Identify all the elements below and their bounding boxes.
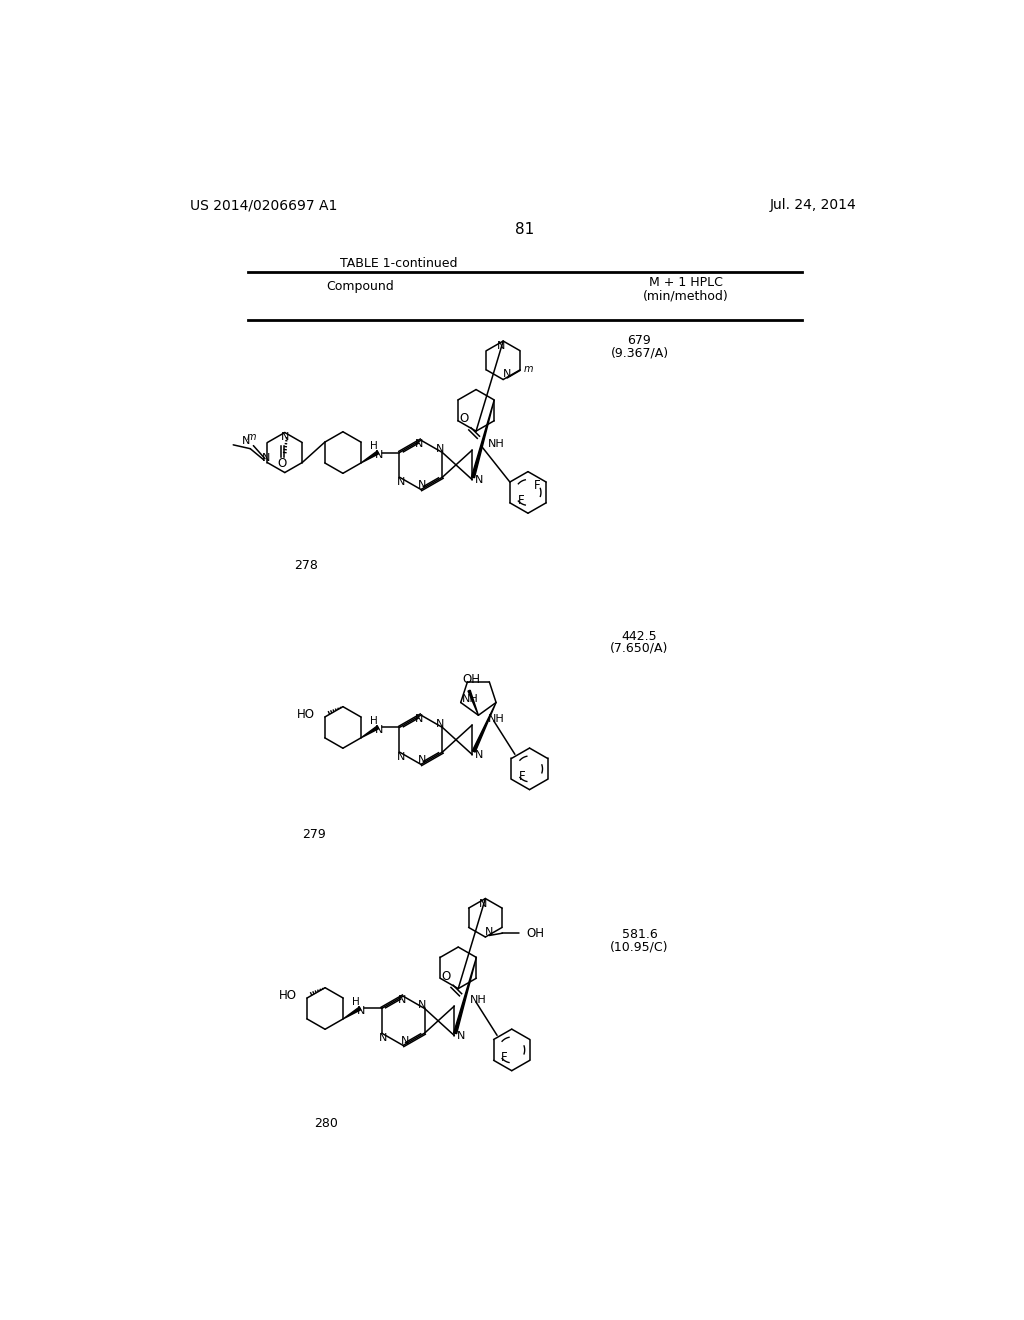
Text: N: N	[475, 475, 483, 484]
Text: 81: 81	[515, 222, 535, 236]
Text: N: N	[397, 751, 406, 762]
Text: 442.5: 442.5	[622, 630, 657, 643]
Text: N: N	[243, 436, 251, 446]
Text: (7.650/A): (7.650/A)	[610, 642, 669, 655]
Text: TABLE 1-continued: TABLE 1-continued	[341, 257, 458, 271]
Text: N: N	[415, 440, 424, 449]
Text: US 2014/0206697 A1: US 2014/0206697 A1	[190, 198, 337, 213]
Polygon shape	[468, 690, 478, 715]
Text: 581.6: 581.6	[622, 928, 657, 941]
Text: m: m	[523, 364, 532, 374]
Text: N: N	[419, 755, 427, 764]
Text: F: F	[534, 479, 540, 492]
Text: N: N	[457, 1031, 466, 1040]
Text: N: N	[379, 1032, 387, 1043]
Text: (9.367/A): (9.367/A)	[610, 346, 669, 359]
Text: 280: 280	[313, 1117, 338, 1130]
Polygon shape	[454, 957, 476, 1034]
Text: HO: HO	[280, 989, 297, 1002]
Text: H: H	[370, 715, 378, 726]
Text: OH: OH	[463, 673, 480, 686]
Text: N: N	[503, 370, 511, 379]
Text: N: N	[397, 477, 406, 487]
Text: N: N	[375, 725, 384, 735]
Text: Jul. 24, 2014: Jul. 24, 2014	[770, 198, 856, 213]
Text: NH: NH	[487, 440, 505, 449]
Text: F: F	[501, 1052, 508, 1064]
Text: O: O	[441, 970, 451, 983]
Text: N: N	[418, 999, 426, 1010]
Text: N: N	[357, 1006, 366, 1016]
Polygon shape	[472, 702, 496, 752]
Text: N: N	[475, 750, 483, 759]
Text: NH: NH	[470, 995, 486, 1005]
Text: N: N	[261, 453, 270, 463]
Text: O: O	[459, 412, 468, 425]
Text: N: N	[436, 718, 444, 729]
Text: NH: NH	[462, 693, 479, 704]
Text: N: N	[397, 995, 406, 1005]
Text: (min/method): (min/method)	[643, 289, 729, 302]
Polygon shape	[343, 1007, 360, 1019]
Text: N: N	[479, 899, 487, 909]
Text: M + 1 HPLC: M + 1 HPLC	[649, 276, 723, 289]
Text: NH: NH	[487, 714, 505, 723]
Text: N: N	[400, 1036, 409, 1045]
Text: N: N	[415, 714, 424, 723]
Text: 278: 278	[294, 558, 318, 572]
Text: H: H	[370, 441, 378, 450]
Text: HO: HO	[297, 708, 315, 721]
Text: 679: 679	[628, 334, 651, 347]
Text: N: N	[375, 450, 384, 459]
Text: m: m	[247, 432, 257, 442]
Text: H: H	[352, 997, 360, 1007]
Text: N: N	[485, 927, 494, 937]
Polygon shape	[361, 451, 379, 463]
Text: F: F	[519, 771, 525, 784]
Text: O: O	[278, 457, 287, 470]
Polygon shape	[471, 400, 495, 478]
Text: (10.95/C): (10.95/C)	[610, 941, 669, 954]
Text: N: N	[281, 432, 289, 442]
Text: N: N	[419, 480, 427, 490]
Text: N: N	[497, 342, 505, 351]
Text: N: N	[436, 444, 444, 454]
Text: OH: OH	[526, 927, 544, 940]
Text: F: F	[517, 494, 524, 507]
Text: 279: 279	[302, 829, 326, 841]
Polygon shape	[361, 726, 379, 738]
Text: Compound: Compound	[327, 280, 394, 293]
